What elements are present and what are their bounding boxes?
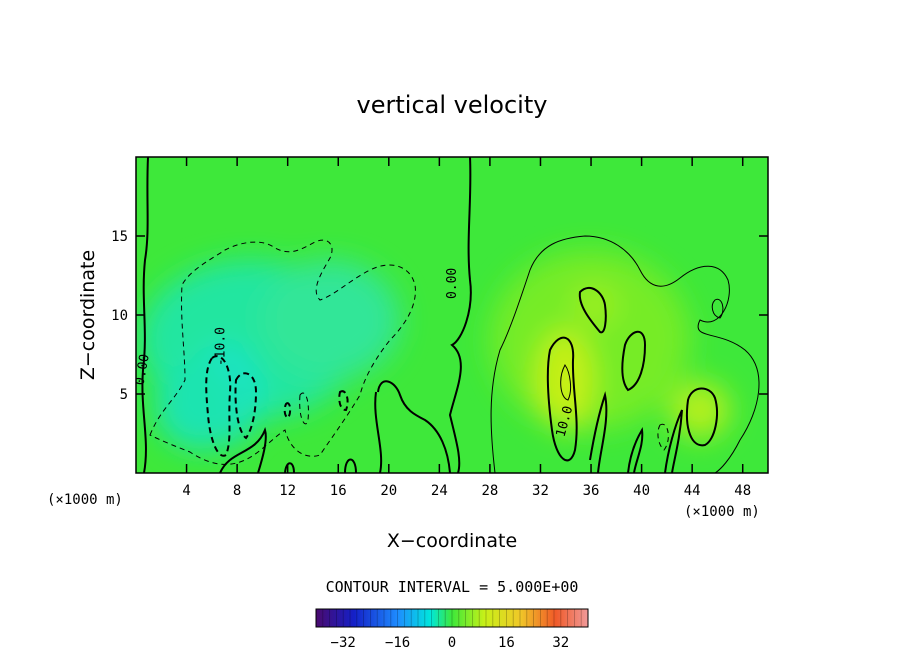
- colorbar-tick-label: −32: [331, 635, 356, 651]
- shade-updraft-core: [537, 330, 593, 430]
- contours-5: [490, 235, 760, 473]
- colorbar-tick-label: 16: [498, 635, 515, 651]
- contours-negative-10: [205, 355, 349, 457]
- colorbar: −32 −16 0 16 32: [315, 608, 589, 651]
- y-tick-label: 5: [120, 387, 128, 403]
- x-unit-label-right: (×1000 m): [684, 504, 760, 520]
- colorbar-gradient: [316, 609, 588, 627]
- x-tick-label: 48: [734, 483, 751, 499]
- x-axis-ticks: 4 8 12 16 20 24 28 32 36 40 44 48: [182, 157, 751, 499]
- y-axis-ticks: 5 10 15: [111, 229, 768, 403]
- colorbar-frame: [315, 608, 589, 628]
- x-tick-label: 24: [431, 483, 448, 499]
- colorbar-labels: −32 −16 0 16 32: [331, 635, 570, 651]
- colorbar-tick-label: 0: [448, 635, 456, 651]
- y-tick-label: 15: [111, 229, 128, 245]
- contours-10: [546, 286, 718, 473]
- x-tick-label: 28: [481, 483, 498, 499]
- x-unit-label-left: (×1000 m): [47, 492, 123, 508]
- x-tick-label: 40: [633, 483, 650, 499]
- x-tick-label: 16: [330, 483, 347, 499]
- colorbar-tick-label: −16: [385, 635, 410, 651]
- contour-label: 0.00: [133, 353, 153, 386]
- x-tick-label: 36: [583, 483, 600, 499]
- y-tick-label: 10: [111, 308, 128, 324]
- plot-area: 0.000.00-10.010.0: [133, 157, 768, 473]
- contours-negative-5: [149, 239, 669, 465]
- x-tick-label: 8: [233, 483, 241, 499]
- x-tick-label: 44: [684, 483, 701, 499]
- y-axis-label: Z−coordinate: [77, 250, 99, 380]
- shade-warm-broad: [490, 250, 690, 430]
- contour-label: 0.00: [445, 268, 460, 299]
- x-tick-label: 32: [532, 483, 549, 499]
- x-tick-label: 12: [279, 483, 296, 499]
- contour-interval-note: CONTOUR INTERVAL = 5.000E+00: [326, 578, 579, 596]
- colorbar-segments: [322, 609, 582, 627]
- x-tick-label: 20: [380, 483, 397, 499]
- colorbar-tick-label: 32: [552, 635, 569, 651]
- x-tick-label: 4: [182, 483, 190, 499]
- chart-title: vertical velocity: [357, 91, 548, 119]
- x-axis-label: X−coordinate: [387, 530, 517, 552]
- contour-label: -10.0: [213, 327, 228, 366]
- contour-labels: 0.000.00-10.010.0: [133, 268, 576, 439]
